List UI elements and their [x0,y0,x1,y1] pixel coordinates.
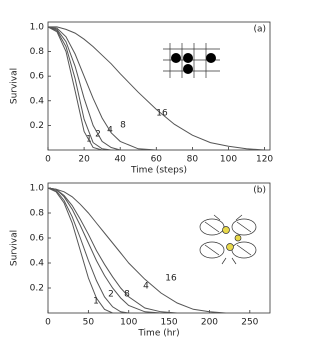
survival-curve [47,26,265,151]
plot-frame [47,21,271,151]
x-tick-label: 150 [160,318,177,328]
curve-label: 4 [143,282,149,292]
inset-organisms [199,214,257,265]
inset-grid [163,43,220,78]
x-tick-label: 50 [83,318,95,328]
y-tick-label: 0.2 [30,121,44,131]
curve-label: 16 [156,109,168,119]
survival-curve [47,187,226,314]
survival-curve [47,187,226,314]
y-tick-label: 1.0 [30,184,45,194]
x-tick-label: 120 [256,155,273,165]
x-tick-label: 80 [187,155,199,165]
x-axis-title: Time (hr) [137,329,179,339]
y-tick-label: 0.2 [30,284,44,294]
survival-curve [47,26,265,151]
x-axis-title: Time (steps) [130,166,187,176]
curve-label: 8 [124,290,130,300]
y-tick-label: 0.8 [30,47,45,57]
survival-curve [47,187,226,314]
x-tick-label: 40 [114,155,126,165]
y-tick-label: 0.4 [30,259,45,269]
survival-curve [47,26,265,151]
x-tick-label: 60 [151,155,163,165]
y-axis-title: Survival [10,230,20,266]
panel-label: (a) [253,25,266,35]
x-tick-label: 200 [201,318,218,328]
x-tick-label: 250 [241,318,258,328]
x-tick-label: 0 [45,318,51,328]
survival-curve [47,187,226,314]
y-tick-label: 0.8 [30,209,45,219]
y-tick-label: 0.6 [30,72,45,82]
y-tick-label: 0.6 [30,234,45,244]
curve-label: 1 [86,135,92,145]
y-tick-label: 0.4 [30,96,45,106]
y-axis-title: Survival [10,68,20,104]
x-tick-label: 0 [45,155,51,165]
y-tick-label: 1.0 [30,22,45,32]
curve-label: 16 [165,274,177,284]
survival-curve [47,187,226,314]
panel-label: (b) [253,186,266,196]
survival-curve [47,26,265,151]
x-tick-label: 20 [78,155,90,165]
curve-label: 1 [93,297,99,307]
survival-curve [48,26,265,151]
x-tick-label: 100 [120,318,137,328]
plot-frame [47,182,271,314]
curve-label: 2 [108,290,114,300]
curve-label: 8 [120,121,126,131]
x-tick-label: 100 [220,155,237,165]
